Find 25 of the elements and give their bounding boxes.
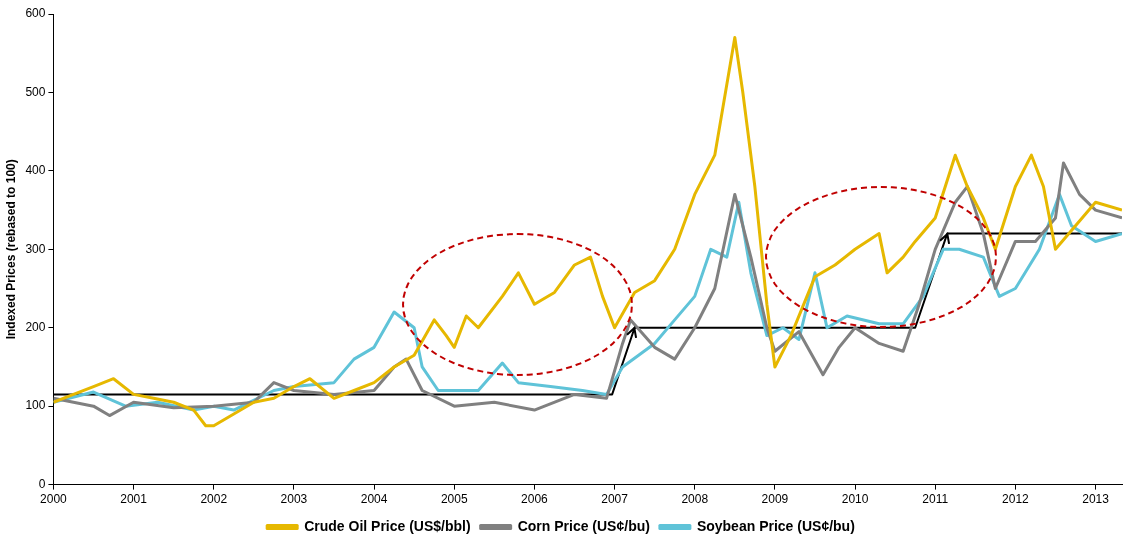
y-tick-label: 200	[25, 320, 46, 335]
x-tick-label: 2003	[280, 492, 308, 507]
y-tick-label: 0	[38, 476, 46, 491]
x-tick-label: 2007	[601, 492, 629, 507]
x-tick-label: 2013	[1082, 492, 1110, 507]
legend-label: Soybean Price (US¢/bu)	[696, 517, 855, 534]
x-tick-label: 2000	[40, 492, 68, 507]
y-axis-title: Indexed Prices (rebased to 100)	[3, 159, 18, 340]
y-tick-label: 600	[25, 6, 46, 21]
y-tick-label: 400	[25, 163, 46, 178]
x-tick-label: 2012	[1002, 492, 1030, 507]
y-tick-label: 300	[25, 241, 46, 256]
x-tick-label: 2011	[922, 492, 949, 507]
x-tick-label: 2009	[761, 492, 789, 507]
x-tick-label: 2006	[521, 492, 549, 507]
x-tick-label: 2004	[360, 492, 388, 507]
x-tick-label: 2001	[120, 492, 148, 507]
x-tick-label: 2008	[681, 492, 709, 507]
legend-label: Corn Price (US¢/bu)	[517, 517, 650, 534]
legend-label: Crude Oil Price (US$/bbl)	[304, 517, 471, 534]
x-tick-label: 2010	[841, 492, 869, 507]
y-tick-label: 100	[25, 398, 46, 413]
y-tick-label: 500	[25, 84, 46, 99]
x-tick-label: 2005	[440, 492, 468, 507]
x-tick-label: 2002	[200, 492, 228, 507]
